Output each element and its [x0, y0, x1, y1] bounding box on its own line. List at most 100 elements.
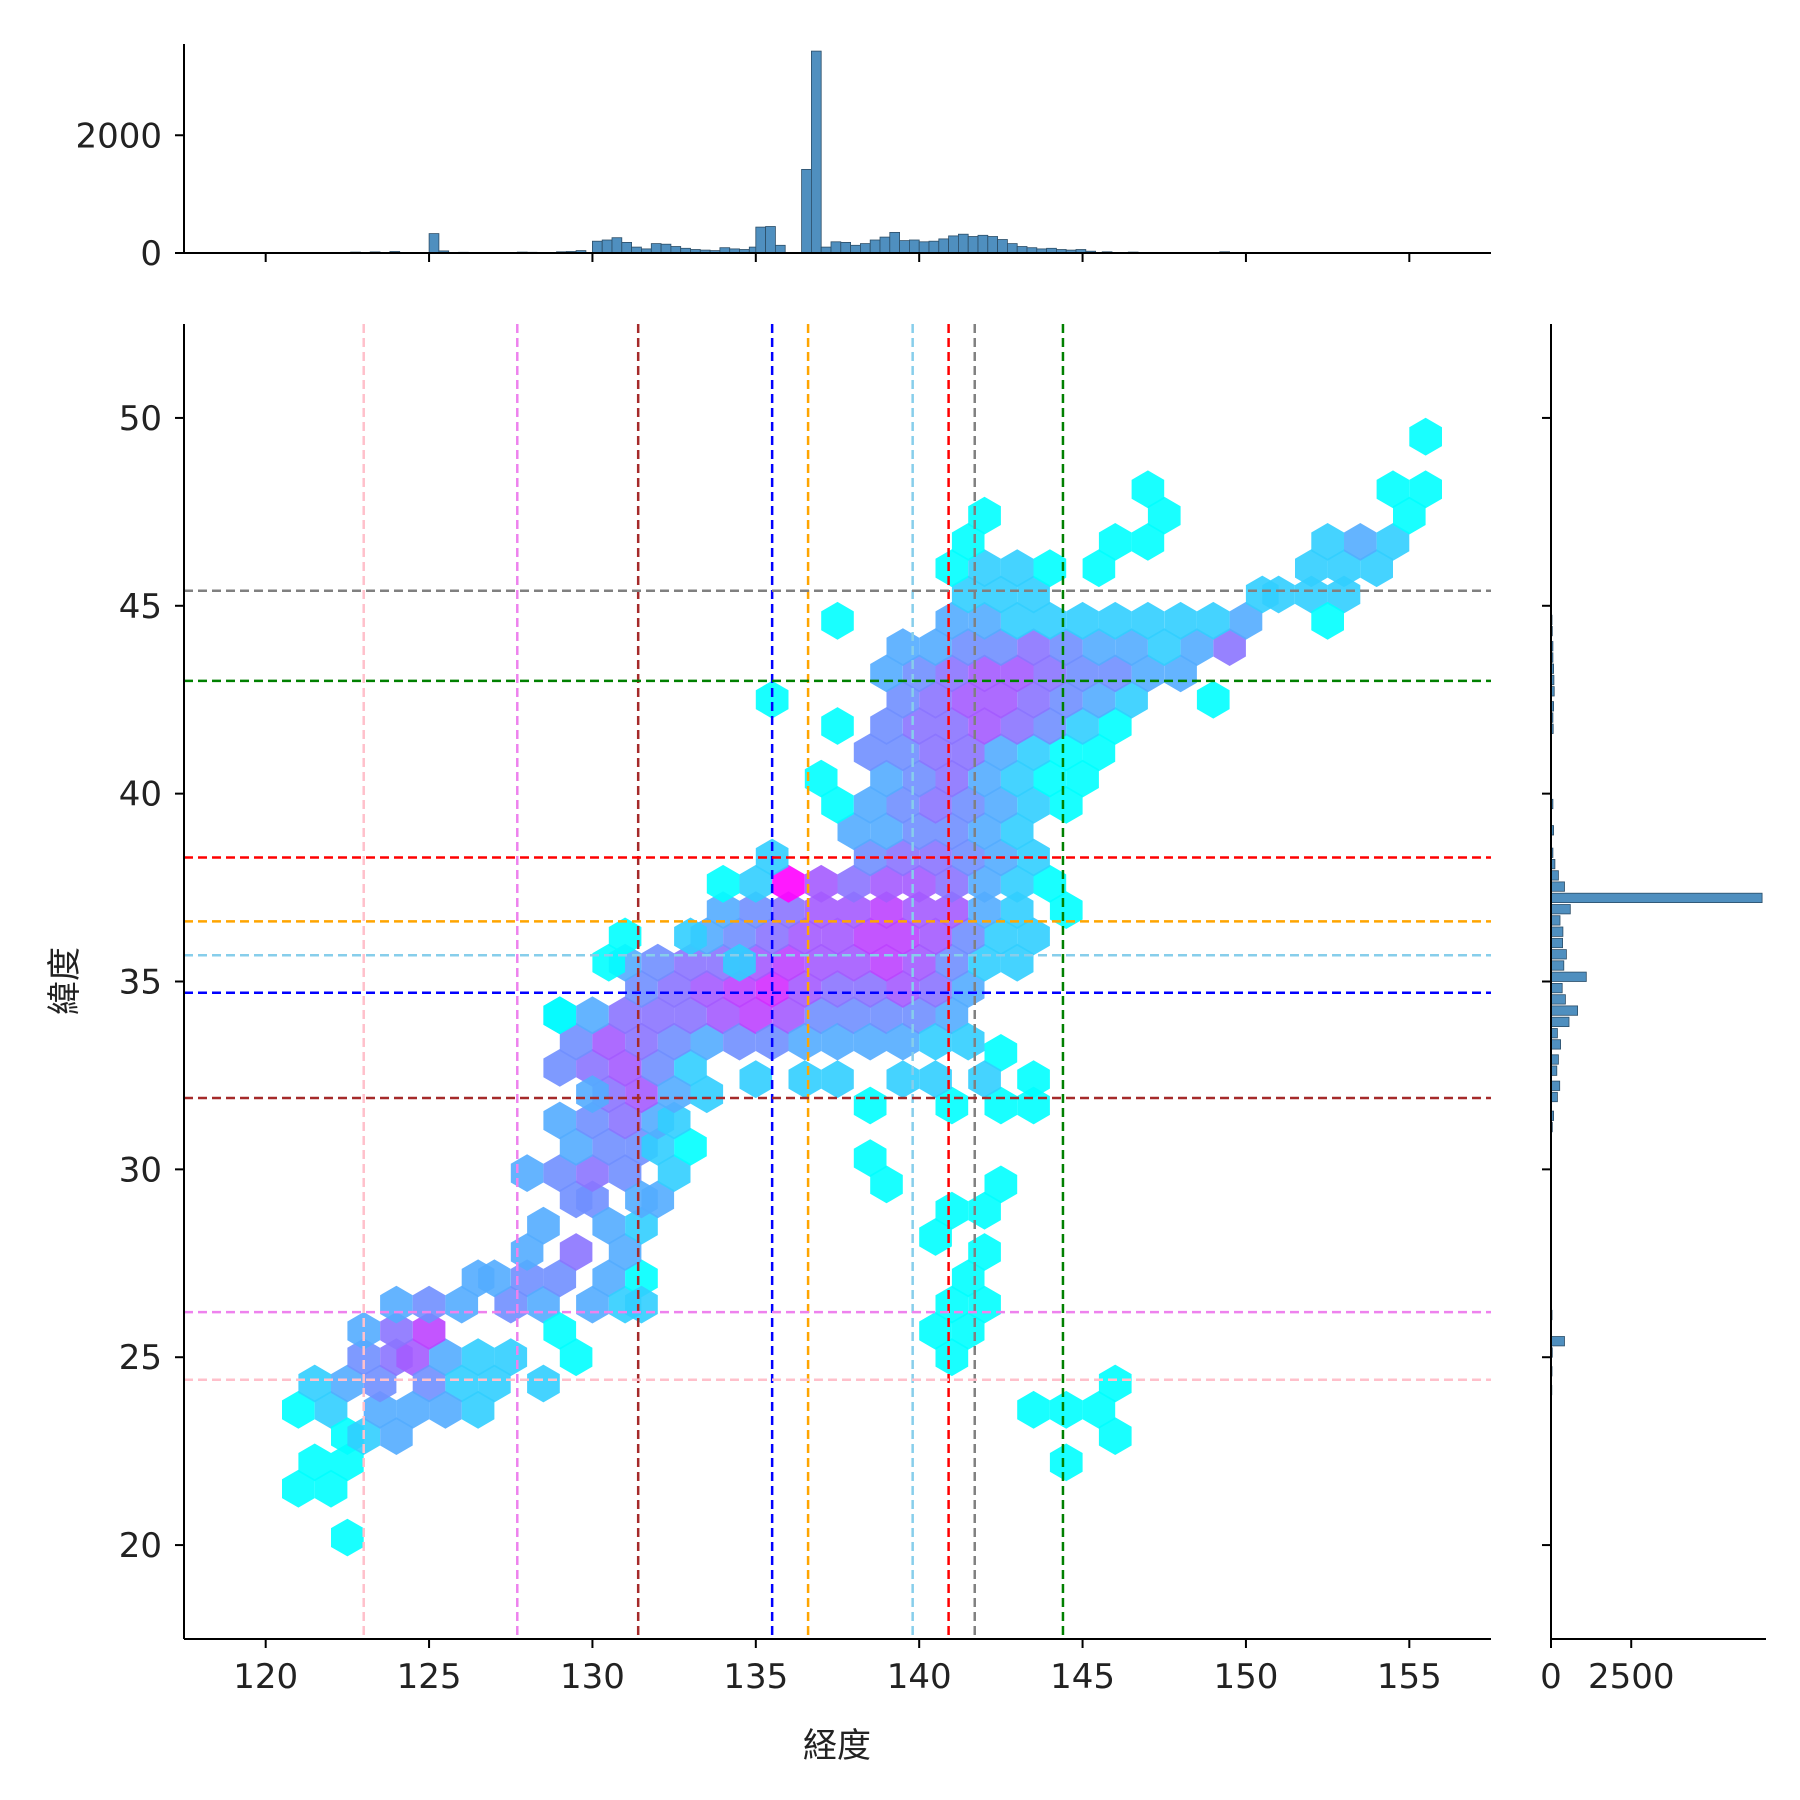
- hexbin-cell: [1033, 549, 1067, 588]
- top-hist-bar: [977, 234, 989, 254]
- hexbin-cell: [788, 917, 822, 956]
- hexbin-cell: [853, 1086, 887, 1125]
- right-hist-bar: [1550, 949, 1567, 960]
- right-marginal-histogram: [1550, 614, 1763, 1535]
- hexbin-cell: [641, 996, 675, 1035]
- right-hist-bar: [1550, 994, 1566, 1005]
- hexbin-cell: [1000, 707, 1034, 745]
- hexbin-cell: [1000, 654, 1034, 693]
- x-tick-label: 135: [723, 1657, 788, 1697]
- hexbin-cell: [576, 1285, 609, 1324]
- top-hist-bar: [938, 238, 949, 254]
- hexbin-cell: [1017, 628, 1050, 666]
- hexbin-cell: [445, 1364, 479, 1403]
- hexbin-cell: [951, 680, 985, 719]
- hexbin-cell: [559, 1338, 593, 1377]
- hexbin-cell: [772, 891, 805, 929]
- hexbin-cell: [608, 1233, 642, 1271]
- hexbin-cell: [1098, 1417, 1132, 1455]
- hexbin-cell: [870, 759, 903, 798]
- hexbin-cell: [1049, 891, 1083, 929]
- hexbin-cell: [298, 1364, 331, 1403]
- top-hist-bar: [830, 241, 842, 254]
- hexbin-cell: [984, 628, 1018, 666]
- hexbin-cell: [951, 628, 985, 666]
- hexbin-cell: [576, 996, 609, 1035]
- top-hist-bar: [889, 231, 900, 254]
- hexbin-cell: [1017, 1060, 1050, 1099]
- hexbin-cell: [592, 1127, 626, 1166]
- hexbin-cell: [968, 1285, 1001, 1324]
- hexbin-cell: [1098, 601, 1132, 640]
- hexbin-cell: [1196, 680, 1230, 719]
- top-hist-bar: [948, 235, 959, 254]
- hexbin-cell: [478, 1364, 511, 1403]
- hexbin-cell: [870, 654, 903, 693]
- hexbin-cell: [723, 970, 756, 1008]
- x-tick-label: 150: [1213, 1657, 1278, 1697]
- hexbin-cell: [951, 917, 985, 956]
- hexbin-cell: [1098, 1364, 1132, 1403]
- hexbin-cell: [919, 1312, 952, 1350]
- hexbin-cell: [641, 1180, 675, 1219]
- hexbin-cell: [788, 1022, 822, 1061]
- top-hist-bar: [660, 243, 672, 254]
- top-hist-y-tick-label: 0: [140, 234, 162, 274]
- hexbin-cell: [412, 1364, 446, 1403]
- top-hist-bar: [601, 239, 613, 254]
- top-hist-bar: [650, 243, 662, 254]
- hexbin-cell: [1098, 707, 1132, 745]
- hexbin-cell: [592, 1022, 626, 1061]
- hexbin-cell: [968, 601, 1001, 640]
- hexbin-cell: [331, 1518, 364, 1557]
- top-hist-bar: [775, 244, 786, 254]
- hexbin-cell: [510, 1154, 544, 1192]
- y-tick-label: 20: [119, 1526, 162, 1566]
- hexbin-cell: [902, 996, 936, 1035]
- right-hist-bar: [1550, 1054, 1559, 1065]
- hexbin-cell: [1147, 496, 1181, 535]
- hexbin-cell: [755, 680, 789, 719]
- right-hist-bar: [1550, 870, 1559, 881]
- hexbin-cell: [984, 786, 1018, 824]
- hexbin-cell: [429, 1338, 462, 1377]
- hexbin-cell: [853, 1139, 887, 1177]
- top-hist-bar: [592, 240, 603, 254]
- hexbin-cell: [1033, 759, 1067, 798]
- hexbin-cell: [837, 943, 871, 982]
- hexbin-cell: [853, 733, 887, 772]
- hexbin-cell: [592, 1206, 626, 1245]
- hexbin-cell: [821, 1060, 854, 1099]
- hexbin-cell: [821, 707, 854, 745]
- hexbin-cell: [347, 1338, 380, 1377]
- top-hist-bar: [621, 241, 632, 254]
- top-hist-bar: [755, 226, 766, 254]
- hexbin-cell: [1098, 654, 1132, 693]
- hexbin-cell: [902, 707, 936, 745]
- hexbin-cell: [886, 786, 920, 824]
- hexbin-cell: [1295, 549, 1328, 588]
- hexbin-cell: [935, 996, 969, 1035]
- hexbin-cell: [902, 654, 936, 693]
- hexbin-cell: [576, 1101, 609, 1140]
- top-hist-bar: [899, 240, 910, 254]
- top-hist-bar: [997, 239, 1008, 254]
- hexbin-cell: [1213, 628, 1246, 666]
- x-tick-label: 145: [1050, 1657, 1115, 1697]
- hexbin-cell: [331, 1443, 364, 1482]
- hexbin-cell: [657, 1075, 691, 1114]
- hexbin-cell: [625, 1259, 658, 1298]
- hexbin-cell: [772, 864, 805, 903]
- hexbin-cell: [608, 1154, 642, 1192]
- hexbin-cell: [1017, 680, 1050, 719]
- hexbin-cell: [559, 1127, 593, 1166]
- top-hist-bar: [611, 237, 623, 254]
- top-hist-bar: [967, 236, 979, 254]
- hexbin-cell: [919, 970, 952, 1008]
- hexbin-cell: [984, 680, 1018, 719]
- hexbin-cell: [902, 943, 936, 982]
- hexbin-cell: [870, 1165, 903, 1204]
- hexbin-cell: [1147, 628, 1181, 666]
- right-hist-bar: [1550, 904, 1571, 915]
- hexbin-cell: [478, 1259, 511, 1298]
